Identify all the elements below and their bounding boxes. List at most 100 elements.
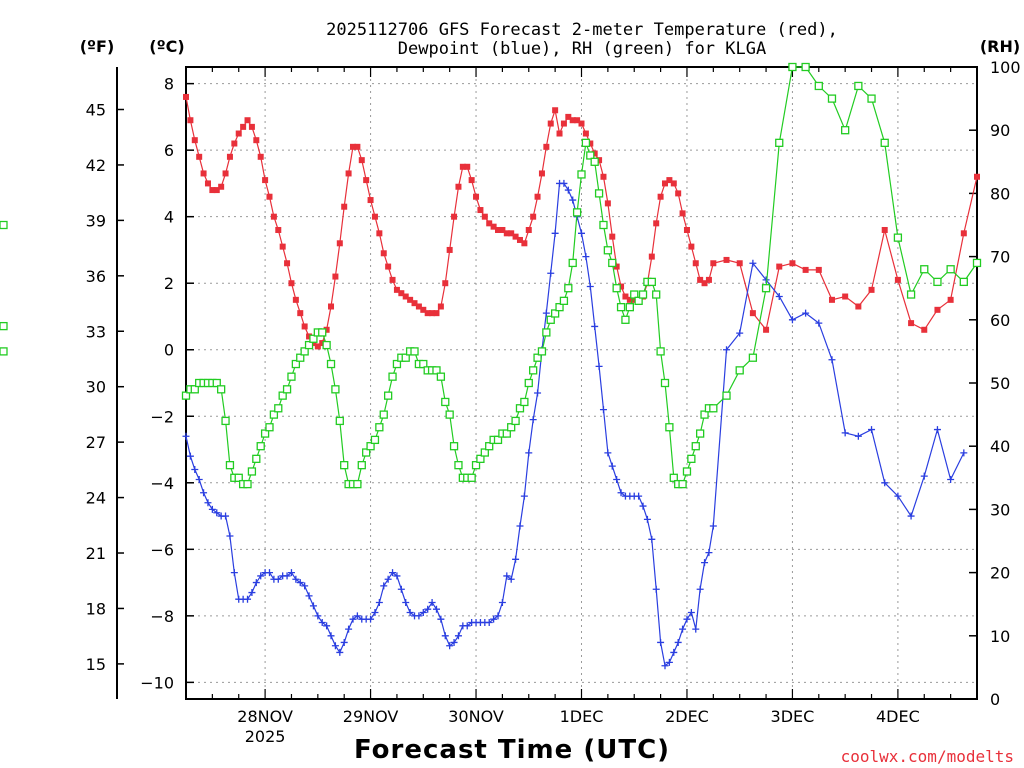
temperature-point: [187, 117, 194, 124]
temperature-point: [306, 333, 313, 340]
temperature-point: [596, 157, 603, 164]
celsius-tick-label: 4: [164, 208, 174, 227]
temperature-point: [516, 236, 523, 243]
temperature-point: [314, 343, 321, 350]
rh-point: [502, 429, 511, 438]
date-tick-label: 1DEC: [560, 707, 604, 726]
temperature-point: [336, 240, 343, 247]
temperature-point: [560, 120, 567, 127]
dewpoint-point: [525, 449, 533, 457]
temperature-point: [661, 180, 668, 187]
temperature-point: [881, 226, 888, 233]
rh-tick-label: 10: [990, 627, 1010, 646]
temperature-point: [231, 140, 238, 147]
dewpoint-point: [599, 406, 607, 414]
rh-point: [761, 284, 771, 293]
temperature-point: [363, 177, 370, 184]
dewpoint-point: [907, 512, 915, 520]
temperature-point: [323, 326, 330, 333]
temperature-point: [297, 310, 304, 317]
rh-point: [318, 328, 327, 337]
temperature-point: [512, 233, 519, 240]
fahrenheit-tick-label: 33: [86, 322, 106, 341]
rh-point: [722, 391, 731, 400]
date-tick-label: 3DEC: [771, 707, 815, 726]
dewpoint-point: [265, 569, 273, 577]
dewpoint-point: [367, 615, 375, 623]
temperature-point: [459, 163, 466, 170]
rh-point: [638, 290, 648, 299]
dewpoint-point: [454, 632, 462, 640]
rh-point: [621, 315, 630, 324]
temperature-point: [319, 340, 326, 347]
temperature-point: [358, 157, 365, 164]
rh-point: [630, 290, 639, 299]
rh-point: [564, 284, 573, 293]
temperature-point: [521, 240, 528, 247]
temperature-point: [433, 310, 440, 317]
rh-point: [353, 479, 362, 489]
dewpoint-point: [534, 389, 542, 397]
rh-point: [296, 353, 305, 362]
dewpoint-point: [393, 572, 401, 580]
rh-point: [419, 359, 428, 369]
rh-point: [485, 442, 494, 451]
temperature-point: [670, 180, 677, 187]
temperature-point: [604, 200, 611, 207]
rh-point: [603, 246, 613, 255]
temperature-point: [455, 183, 462, 190]
dewpoint-point: [226, 532, 234, 540]
temperature-series: [183, 93, 980, 350]
dewpoint-point: [635, 492, 643, 500]
temperature-point: [855, 303, 862, 310]
date-tick-label: 28NOV: [237, 707, 293, 726]
rh-point: [436, 372, 446, 381]
rh-point: [568, 258, 577, 268]
rh-point: [906, 290, 916, 299]
temperature-point: [622, 293, 629, 300]
rh-point: [383, 391, 393, 400]
celsius-tick-label: 0: [164, 341, 174, 360]
rh-point: [520, 397, 529, 407]
rh-tick-label: 0: [990, 690, 1000, 709]
dewpoint-point: [679, 625, 687, 633]
temperature-point: [908, 320, 915, 327]
rh-point: [559, 296, 569, 305]
temperature-point: [367, 197, 374, 204]
temperature-point: [270, 213, 277, 220]
dewpoint-point: [657, 638, 665, 646]
rh-point: [959, 277, 968, 287]
temperature-point: [354, 143, 361, 150]
rh-point: [370, 435, 380, 445]
dewpoint-point: [788, 316, 796, 324]
rh-point: [217, 385, 226, 394]
rh-point: [972, 258, 982, 268]
temperature-point: [868, 286, 875, 293]
temperature-point: [749, 310, 756, 317]
temperature-point: [380, 250, 387, 257]
temperature-point: [473, 193, 480, 200]
rh-point: [335, 416, 344, 426]
rh-point: [533, 353, 542, 362]
rh-point: [555, 303, 564, 312]
rh-point: [326, 359, 336, 369]
rh-point: [375, 423, 384, 432]
rh-point: [366, 442, 375, 451]
rh-tick-label: 50: [990, 374, 1010, 393]
dewpoint-point: [881, 479, 889, 487]
rh-point: [586, 151, 595, 160]
dewpoint-point: [674, 638, 682, 646]
temperature-point: [802, 266, 809, 273]
dewpoint-point: [318, 618, 326, 626]
temperature-point: [468, 177, 475, 184]
temperature-point: [701, 280, 708, 287]
dewpoint-point: [560, 179, 568, 187]
temperature-point: [565, 113, 572, 120]
dewpoint-point: [516, 522, 524, 530]
chart-title-line1: 2025112706 GFS Forecast 2-meter Temperat…: [326, 20, 838, 40]
temperature-point: [710, 260, 717, 267]
rh-point: [709, 404, 718, 413]
dewpoint-point: [815, 319, 823, 327]
